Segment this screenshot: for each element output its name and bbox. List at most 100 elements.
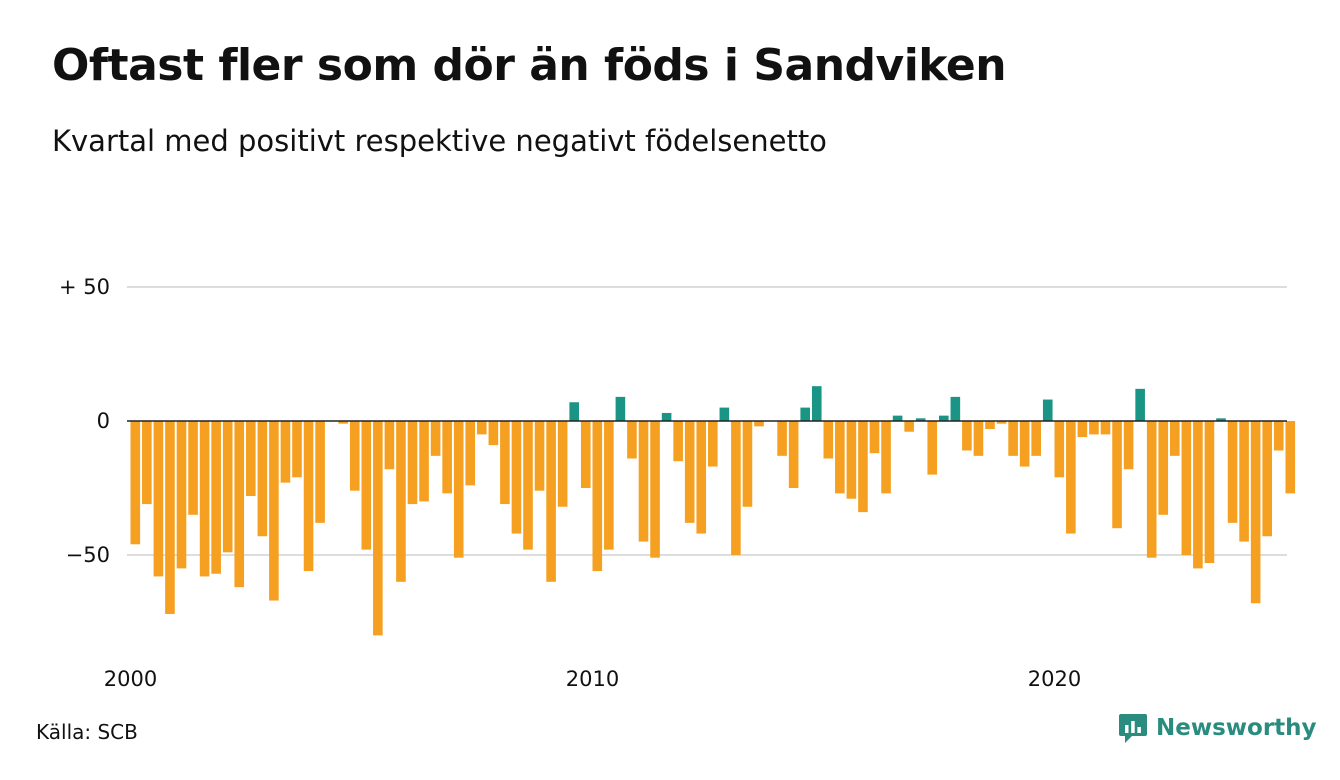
bar xyxy=(684,421,695,523)
bar xyxy=(546,421,556,582)
bar xyxy=(881,421,891,494)
bar xyxy=(869,421,880,454)
bar xyxy=(777,421,787,456)
bar xyxy=(1008,421,1018,456)
bar xyxy=(673,421,683,462)
bar xyxy=(835,421,845,494)
bar xyxy=(719,407,730,421)
bar xyxy=(604,421,614,550)
bar xyxy=(985,421,995,430)
bar xyxy=(1204,421,1215,564)
bar xyxy=(222,421,233,553)
bar xyxy=(696,421,707,534)
brand-name: Newsworthy xyxy=(1156,715,1317,741)
x-tick-label: 2010 xyxy=(566,667,619,691)
bar xyxy=(1227,421,1238,523)
bar xyxy=(1019,421,1030,467)
bar xyxy=(731,421,741,555)
bar xyxy=(1216,418,1226,421)
bar xyxy=(904,421,914,432)
bar xyxy=(211,421,221,574)
bar xyxy=(788,421,799,488)
x-tick-label: 2020 xyxy=(1028,667,1081,691)
bar xyxy=(1273,421,1284,451)
bar xyxy=(1285,421,1296,494)
bar xyxy=(269,421,279,601)
bar xyxy=(557,421,568,507)
y-axis-ticks: + 50 0 −50 xyxy=(59,275,110,567)
bar xyxy=(950,396,961,421)
bar xyxy=(349,421,360,491)
bar xyxy=(996,421,1007,424)
bar xyxy=(1262,421,1272,537)
bar xyxy=(962,421,972,451)
bar xyxy=(846,421,857,499)
bar xyxy=(927,421,938,475)
bar xyxy=(915,418,926,421)
bar xyxy=(638,421,649,542)
bar xyxy=(973,421,984,456)
bar xyxy=(823,421,834,459)
bar xyxy=(1146,421,1157,558)
bar xyxy=(442,421,452,494)
bar xyxy=(430,421,441,456)
bar xyxy=(569,402,579,421)
y-tick-label: −50 xyxy=(66,543,110,567)
bar xyxy=(1170,421,1180,456)
bar xyxy=(615,396,626,421)
bar xyxy=(500,421,510,505)
bar xyxy=(1239,421,1249,542)
bar xyxy=(1112,421,1122,529)
bar xyxy=(708,421,718,467)
bar xyxy=(384,421,395,470)
bar xyxy=(1031,421,1041,456)
bar xyxy=(650,421,660,558)
brand[interactable]: Newsworthy xyxy=(1118,712,1317,744)
bar xyxy=(407,421,418,505)
bar xyxy=(280,421,291,483)
bar xyxy=(858,421,868,513)
bar xyxy=(511,421,522,534)
bar xyxy=(477,421,487,435)
y-tick-label: 0 xyxy=(97,409,110,433)
bars xyxy=(130,386,1296,636)
bar xyxy=(1089,421,1099,435)
bar xyxy=(754,421,764,427)
bar xyxy=(592,421,603,572)
bar xyxy=(130,421,141,545)
bar xyxy=(580,421,591,488)
bar xyxy=(176,421,187,569)
bar xyxy=(419,421,429,502)
bar xyxy=(303,421,314,572)
bar xyxy=(1123,421,1134,470)
bar xyxy=(188,421,198,515)
grid-lines xyxy=(127,286,1287,556)
bar xyxy=(338,421,348,424)
bar xyxy=(199,421,210,577)
bar xyxy=(1158,421,1169,515)
bar xyxy=(534,421,545,491)
bar xyxy=(373,421,383,636)
bar xyxy=(165,421,175,614)
bar xyxy=(246,421,256,497)
bar xyxy=(1066,421,1076,534)
bar xyxy=(1042,399,1053,421)
bar xyxy=(1193,421,1203,569)
chart-title: Oftast fler som dör än föds i Sandviken xyxy=(52,40,1007,91)
bar xyxy=(453,421,464,558)
bar xyxy=(939,415,949,421)
bar xyxy=(153,421,164,577)
bar xyxy=(1077,421,1088,438)
newsworthy-logo-icon xyxy=(1119,714,1147,743)
bar xyxy=(488,421,499,446)
bar xyxy=(1181,421,1192,555)
bar xyxy=(257,421,268,537)
bar xyxy=(1100,421,1111,435)
bar xyxy=(361,421,372,550)
chart-subtitle: Kvartal med positivt respektive negativt… xyxy=(52,124,827,158)
bar xyxy=(892,415,903,421)
x-axis-ticks: 2000 2010 2020 xyxy=(104,667,1081,691)
bar xyxy=(292,421,302,478)
y-tick-label: + 50 xyxy=(59,275,110,299)
